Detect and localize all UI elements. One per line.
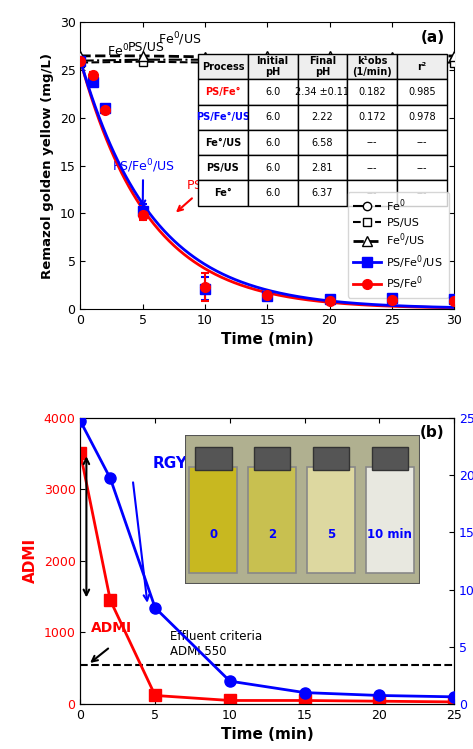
Text: PS/US: PS/US	[128, 40, 165, 53]
Text: RGY: RGY	[152, 456, 187, 471]
Y-axis label: Remazol golden yellow (mg/L): Remazol golden yellow (mg/L)	[41, 52, 54, 279]
Text: ADMI: ADMI	[91, 622, 132, 635]
Text: (a): (a)	[420, 30, 445, 45]
Text: Fe$^0$/US: Fe$^0$/US	[158, 30, 202, 48]
Y-axis label: ADMI: ADMI	[23, 539, 38, 583]
Legend: Fe$^0$, PS/US, Fe$^0$/US, PS/Fe$^0$/US, PS/Fe$^0$: Fe$^0$, PS/US, Fe$^0$/US, PS/Fe$^0$/US, …	[348, 192, 448, 297]
X-axis label: Time (min): Time (min)	[221, 727, 314, 742]
Text: PS/Fe$^0$: PS/Fe$^0$	[178, 176, 228, 211]
Text: Effluent criteria
ADMI 550: Effluent criteria ADMI 550	[170, 631, 262, 658]
X-axis label: Time (min): Time (min)	[221, 333, 314, 348]
Text: (b): (b)	[420, 425, 445, 440]
Text: PS/Fe$^0$/US: PS/Fe$^0$/US	[112, 157, 175, 205]
Text: Fe$^0$: Fe$^0$	[107, 42, 129, 59]
